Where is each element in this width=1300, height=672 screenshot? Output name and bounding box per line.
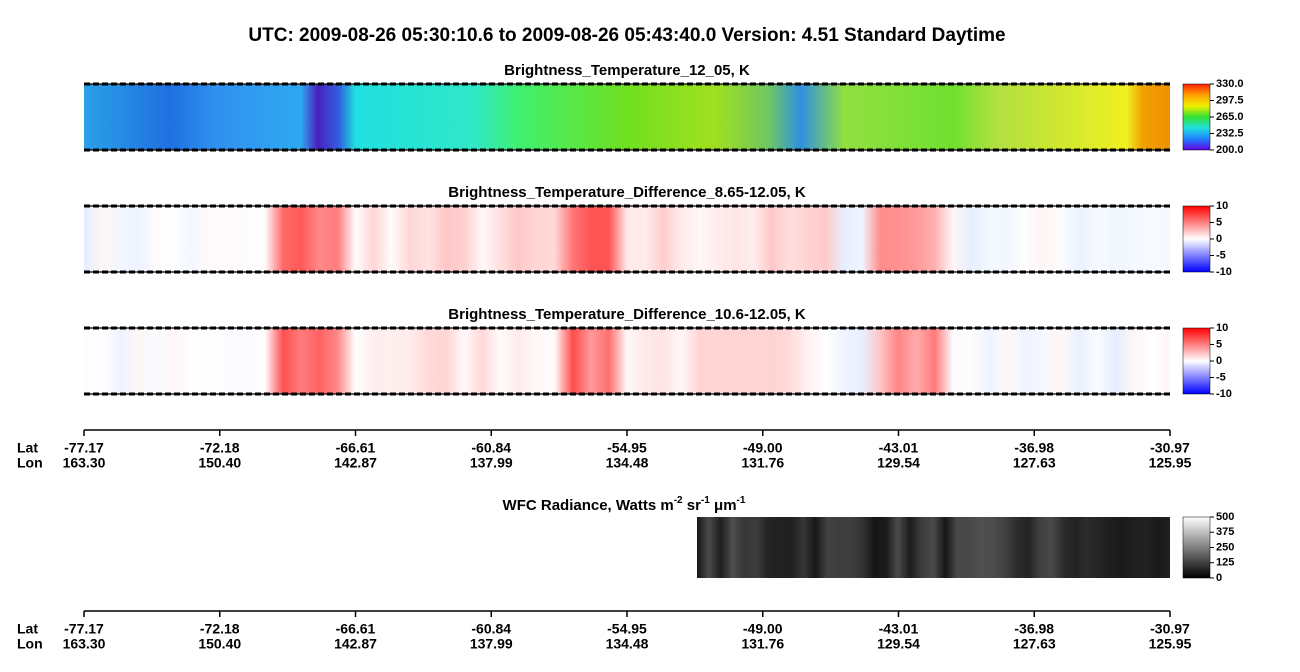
colorbar-label: 375 — [1216, 526, 1234, 538]
wfc-title-part: -2 — [674, 495, 683, 506]
lat-label: -49.00 — [743, 440, 783, 456]
image-strip — [84, 206, 1170, 272]
wfc-title-part: -1 — [737, 495, 746, 506]
panel-title: Brightness_Temperature_Difference_8.65-1… — [448, 184, 806, 201]
colorbar-label: 10 — [1216, 200, 1228, 212]
lat-name: Lat — [17, 621, 38, 637]
main-title: UTC: 2009-08-26 05:30:10.6 to 2009-08-26… — [248, 25, 1005, 46]
colorbar-label: -10 — [1216, 266, 1232, 278]
lat-label: -60.84 — [471, 621, 511, 637]
colorbar-label: 0 — [1216, 572, 1222, 584]
wfc-title-part: sr — [683, 497, 702, 514]
colorbar-label: -5 — [1216, 371, 1226, 383]
colorbar — [1182, 83, 1211, 151]
lat-label: -60.84 — [471, 440, 511, 456]
colorbar-label: 5 — [1216, 216, 1222, 228]
colorbar-label: 0 — [1216, 233, 1222, 245]
lon-label: 125.95 — [1149, 636, 1192, 652]
lat-label: -43.01 — [879, 440, 919, 456]
wfc-title-part: WFC Radiance, Watts m — [503, 497, 674, 514]
panel-title: Brightness_Temperature_12_05, K — [504, 62, 750, 79]
lat-label: -66.61 — [336, 621, 376, 637]
lon-label: 131.76 — [741, 455, 784, 471]
lon-name: Lon — [17, 636, 43, 652]
wfc-title-part: μm — [710, 497, 737, 514]
lon-label: 150.40 — [198, 455, 241, 471]
lon-label: 137.99 — [470, 455, 513, 471]
lat-label: -54.95 — [607, 440, 647, 456]
lat-label: -36.98 — [1014, 440, 1054, 456]
lat-label: -30.97 — [1150, 440, 1190, 456]
lat-label: -54.95 — [607, 621, 647, 637]
lon-name: Lon — [17, 455, 43, 471]
lon-label: 142.87 — [334, 636, 377, 652]
colorbar-label: 330.0 — [1216, 78, 1244, 90]
colorbar-label: 500 — [1216, 511, 1234, 523]
colorbar-label: 5 — [1216, 338, 1222, 350]
colorbar — [1182, 205, 1211, 273]
lon-label: 131.76 — [741, 636, 784, 652]
lat-name: Lat — [17, 440, 38, 456]
lat-label: -43.01 — [879, 621, 919, 637]
lon-label: 127.63 — [1013, 636, 1056, 652]
colorbar-label: 10 — [1216, 322, 1228, 334]
lon-label: 134.48 — [606, 455, 649, 471]
lon-label: 127.63 — [1013, 455, 1056, 471]
lat-label: -30.97 — [1150, 621, 1190, 637]
wfc-title: WFC Radiance, Watts m-2 sr-1 μm-1 — [503, 495, 746, 514]
colorbar-label: 297.5 — [1216, 94, 1244, 106]
lon-label: 163.30 — [63, 455, 106, 471]
colorbar-label: 232.5 — [1216, 127, 1244, 139]
lat-label: -77.17 — [64, 621, 104, 637]
lat-label: -66.61 — [336, 440, 376, 456]
colorbar-label: 250 — [1216, 541, 1234, 553]
lat-label: -49.00 — [743, 621, 783, 637]
image-strip — [84, 84, 1170, 150]
lon-label: 129.54 — [877, 455, 920, 471]
lon-label: 142.87 — [334, 455, 377, 471]
lon-label: 150.40 — [198, 636, 241, 652]
colorbar-label: 200.0 — [1216, 144, 1244, 156]
lon-label: 134.48 — [606, 636, 649, 652]
colorbar-label: 265.0 — [1216, 111, 1244, 123]
colorbar-label: -10 — [1216, 388, 1232, 400]
image-strip — [84, 328, 1170, 394]
colorbar — [1182, 516, 1211, 579]
wfc-title-part: -1 — [701, 495, 710, 506]
wfc-image — [697, 517, 1170, 578]
lon-label: 163.30 — [63, 636, 106, 652]
lat-label: -36.98 — [1014, 621, 1054, 637]
colorbar-label: 0 — [1216, 355, 1222, 367]
lon-label: 125.95 — [1149, 455, 1192, 471]
lat-label: -72.18 — [200, 440, 240, 456]
colorbar-label: 125 — [1216, 557, 1234, 569]
lon-label: 137.99 — [470, 636, 513, 652]
lon-label: 129.54 — [877, 636, 920, 652]
lat-label: -77.17 — [64, 440, 104, 456]
panel-title: Brightness_Temperature_Difference_10.6-1… — [448, 306, 806, 323]
lat-label: -72.18 — [200, 621, 240, 637]
colorbar — [1182, 327, 1211, 395]
colorbar-label: -5 — [1216, 249, 1226, 261]
